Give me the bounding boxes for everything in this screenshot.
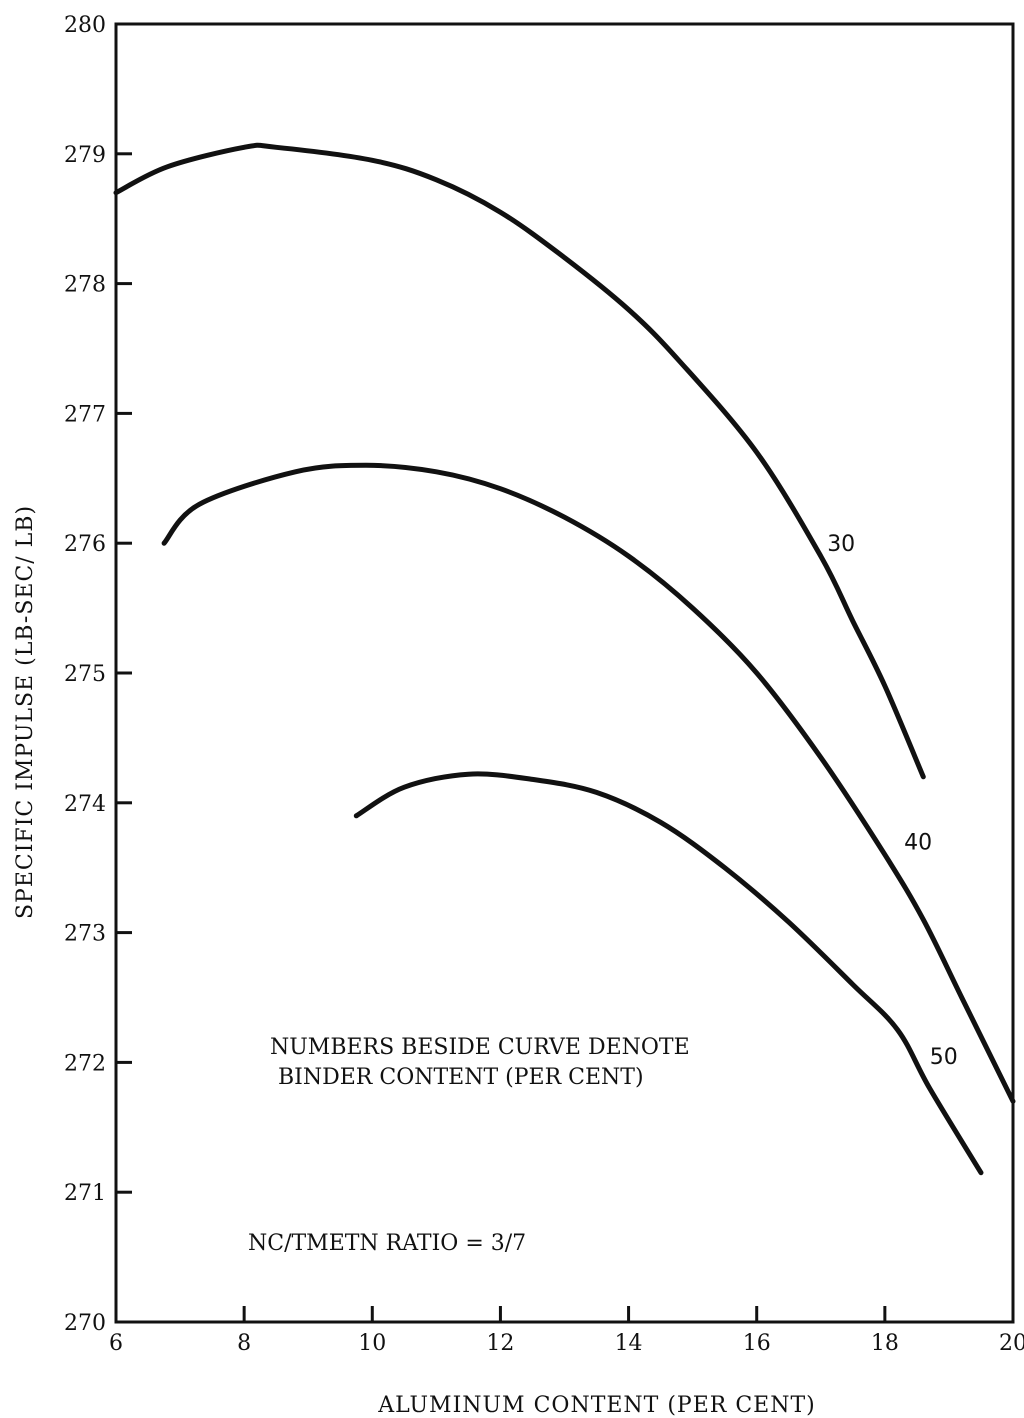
- annotation-ratio: NC/TMETN RATIO = 3/7: [248, 1231, 526, 1256]
- y-tick-label: 279: [64, 143, 106, 168]
- annotation-note-line1: NUMBERS BESIDE CURVE DENOTE: [270, 1035, 690, 1060]
- y-axis-ticks: 270 271 272 273 274 275 276 277 278 279 280: [64, 13, 132, 1336]
- y-tick-label: 270: [64, 1311, 106, 1336]
- series-line-30: [113, 142, 926, 780]
- x-tick-label: 6: [109, 1331, 123, 1356]
- series-line-40: [161, 462, 1016, 1104]
- annotation-note-line2: BINDER CONTENT (PER CENT): [278, 1065, 644, 1090]
- y-tick-label: 280: [64, 13, 106, 38]
- x-tick-label: 16: [743, 1331, 771, 1356]
- x-tick-label: 12: [486, 1331, 514, 1356]
- y-tick-label: 277: [64, 402, 106, 427]
- series-line-50: [353, 771, 984, 1176]
- y-tick-label: 276: [64, 532, 106, 557]
- x-axis-ticks: 6 8 10 12 14 16 18 20: [109, 1306, 1024, 1356]
- x-tick-label: 10: [358, 1331, 386, 1356]
- y-tick-label: 273: [64, 922, 106, 947]
- y-tick-label: 272: [64, 1051, 106, 1076]
- y-tick-label: 274: [64, 792, 106, 817]
- y-axis-label: SPECIFIC IMPULSE (LB-SEC/ LB): [13, 505, 38, 919]
- series-label-40: 40: [904, 831, 932, 856]
- y-tick-label: 275: [64, 662, 106, 687]
- y-tick-label: 278: [64, 273, 106, 298]
- series-label-30: 30: [827, 532, 855, 557]
- series-group: 30 40 50: [113, 142, 1016, 1176]
- x-tick-label: 18: [871, 1331, 899, 1356]
- y-tick-label: 271: [64, 1181, 106, 1206]
- x-tick-label: 20: [999, 1331, 1024, 1356]
- x-tick-label: 8: [237, 1331, 251, 1356]
- series-label-50: 50: [930, 1045, 958, 1070]
- x-axis-label: ALUMINUM CONTENT (PER CENT): [377, 1393, 816, 1418]
- x-tick-label: 14: [615, 1331, 643, 1356]
